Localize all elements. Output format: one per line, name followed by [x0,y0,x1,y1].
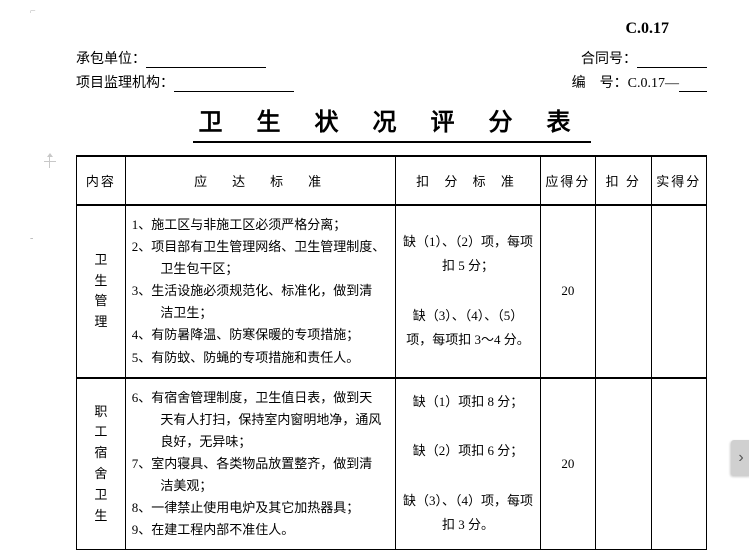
standard-cell: 6、有宿舍管理制度，卫生值日表，做到天天有人打扫，保持室内窗明地净，通风良好，无… [125,378,396,550]
serial-blank [679,76,707,92]
standard-cell: 1、施工区与非施工区必须严格分离；2、项目部有卫生管理网络、卫生管理制度、卫生包… [125,205,396,378]
deduction-cell: 缺（1）项扣 8 分； 缺（2）项扣 6 分； 缺（3）、（4）项，每项扣 3 … [396,378,540,550]
col-deduct: 扣 分 [596,156,651,205]
contractor-label: 承包单位： [76,48,146,68]
document-page: 承包单位： 合同号： 项目监理机构： 编 号： C.0.17— 卫 生 状 况 … [0,0,749,550]
side-tab[interactable]: › [731,440,749,476]
category-cell: 职工宿舍卫生 [77,378,126,550]
deduction-cell: 缺（1）、（2）项，每项扣 5 分； 缺（3）、（4）、（5）项，每项扣 3～4… [396,205,540,378]
page-code: C.0.17 [625,20,669,38]
serial-value: C.0.17— [628,76,679,92]
header-row-2: 项目监理机构： 编 号： C.0.17— [76,72,707,92]
col-deduction: 扣 分 标 准 [396,156,540,205]
col-max: 应得分 [540,156,595,205]
max-score-cell: 20 [540,205,595,378]
title-block: 卫 生 状 况 评 分 表 [76,102,707,143]
contract-no-label: 合同号： [581,48,637,68]
category-cell: 卫生管理 [77,205,126,378]
contract-no-blank [637,52,707,68]
col-standard: 应 达 标 准 [125,156,396,205]
anchor-marker [44,156,56,168]
ruler-side: - [30,233,33,244]
contractor-blank [146,52,266,68]
actual-cell [651,205,706,378]
supervisor-label: 项目监理机构： [76,72,174,92]
chevron-right-icon: › [738,449,743,467]
supervisor-field: 项目监理机构： [76,72,294,92]
contract-no-field: 合同号： [581,48,707,68]
serial-field: 编 号： C.0.17— [572,72,707,92]
max-score-cell: 20 [540,378,595,550]
table-row: 职工宿舍卫生6、有宿舍管理制度，卫生值日表，做到天天有人打扫，保持室内窗明地净，… [77,378,707,550]
table-row: 卫生管理1、施工区与非施工区必须严格分离；2、项目部有卫生管理网络、卫生管理制度… [77,205,707,378]
supervisor-blank [174,76,294,92]
col-category: 内容 [77,156,126,205]
ruler-corner: ⌐ [30,6,36,17]
table-header-row: 内容 应 达 标 准 扣 分 标 准 应得分 扣 分 实得分 [77,156,707,205]
page-title: 卫 生 状 况 评 分 表 [193,102,591,143]
actual-cell [651,378,706,550]
score-table: 内容 应 达 标 准 扣 分 标 准 应得分 扣 分 实得分 卫生管理1、施工区… [76,155,707,550]
serial-label: 编 号： [572,72,628,92]
deduct-cell [596,378,651,550]
header-row-1: 承包单位： 合同号： [76,48,707,68]
contractor-field: 承包单位： [76,48,266,68]
deduct-cell [596,205,651,378]
col-actual: 实得分 [651,156,706,205]
